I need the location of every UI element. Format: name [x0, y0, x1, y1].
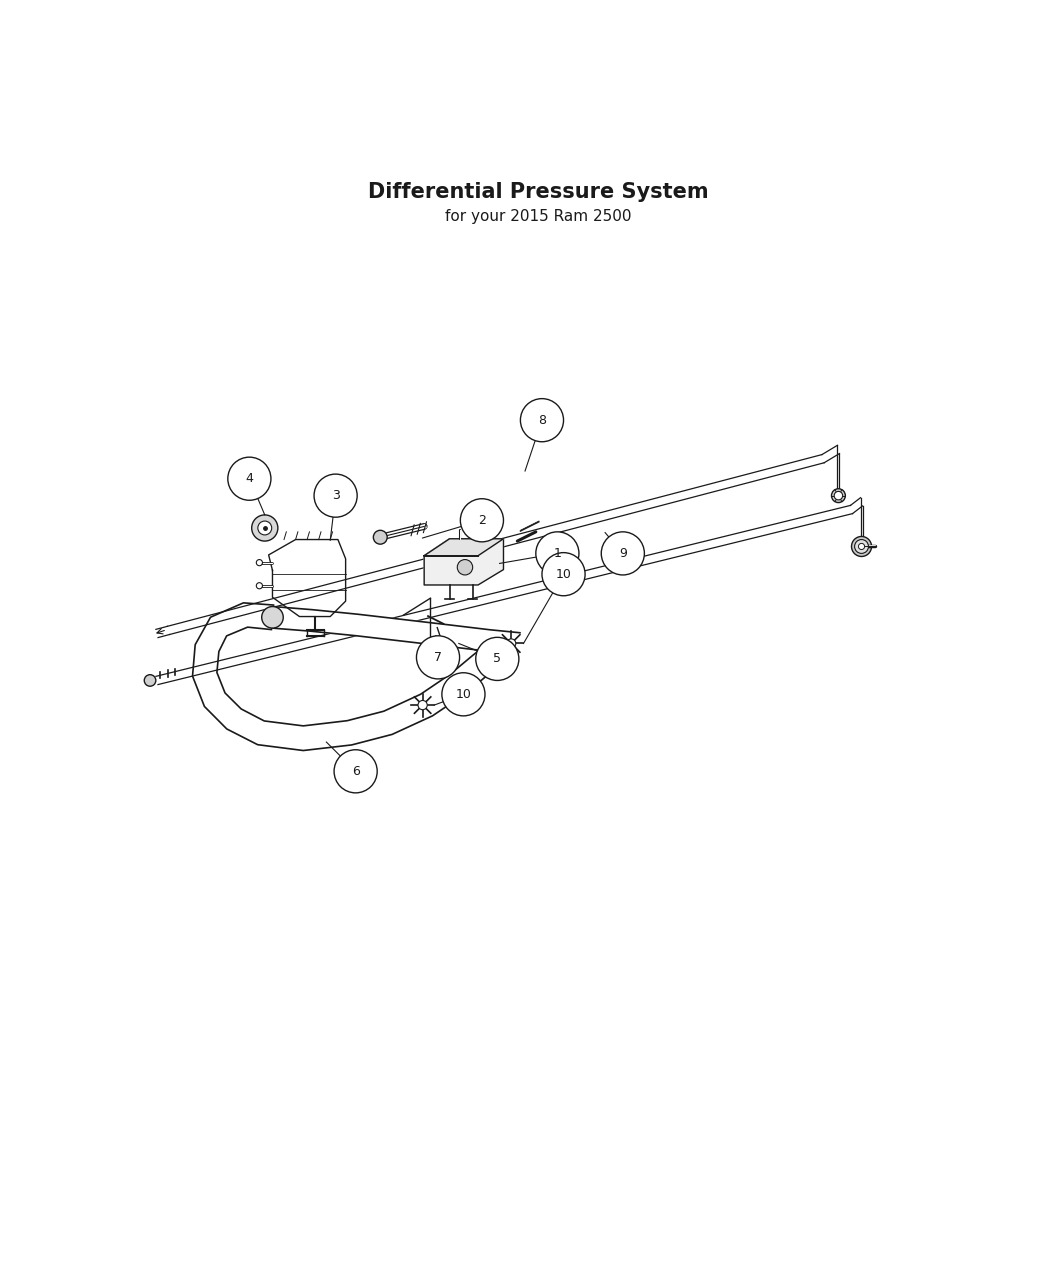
Circle shape [542, 552, 585, 595]
Circle shape [460, 499, 504, 542]
Circle shape [252, 515, 278, 541]
Circle shape [476, 638, 519, 681]
Circle shape [859, 543, 864, 550]
Circle shape [334, 750, 377, 793]
Circle shape [442, 673, 485, 715]
Text: 6: 6 [352, 765, 359, 778]
Circle shape [144, 674, 155, 686]
Text: for your 2015 Ram 2500: for your 2015 Ram 2500 [445, 209, 631, 224]
Polygon shape [192, 603, 507, 751]
Text: 4: 4 [246, 472, 253, 486]
Text: Differential Pressure System: Differential Pressure System [368, 181, 709, 201]
Circle shape [536, 532, 579, 575]
Circle shape [855, 539, 868, 553]
Circle shape [258, 521, 272, 536]
Text: 10: 10 [555, 567, 571, 580]
Text: 10: 10 [456, 687, 471, 701]
Polygon shape [424, 539, 504, 585]
Circle shape [418, 700, 427, 710]
Circle shape [521, 399, 564, 441]
Text: 5: 5 [494, 653, 501, 666]
Circle shape [314, 474, 357, 518]
Text: 1: 1 [553, 547, 562, 560]
Polygon shape [272, 607, 520, 654]
Circle shape [261, 607, 284, 629]
Circle shape [458, 560, 472, 575]
Circle shape [417, 636, 460, 678]
Circle shape [506, 639, 516, 648]
Text: 7: 7 [434, 650, 442, 664]
Circle shape [228, 458, 271, 500]
Circle shape [834, 491, 843, 500]
Text: 8: 8 [538, 413, 546, 427]
Circle shape [256, 560, 262, 566]
Polygon shape [424, 539, 504, 556]
Text: 3: 3 [332, 490, 339, 502]
Circle shape [852, 537, 872, 556]
Circle shape [374, 530, 387, 544]
Circle shape [602, 532, 645, 575]
Text: 2: 2 [478, 514, 486, 527]
Text: 9: 9 [618, 547, 627, 560]
Circle shape [832, 488, 845, 502]
Circle shape [256, 583, 262, 589]
